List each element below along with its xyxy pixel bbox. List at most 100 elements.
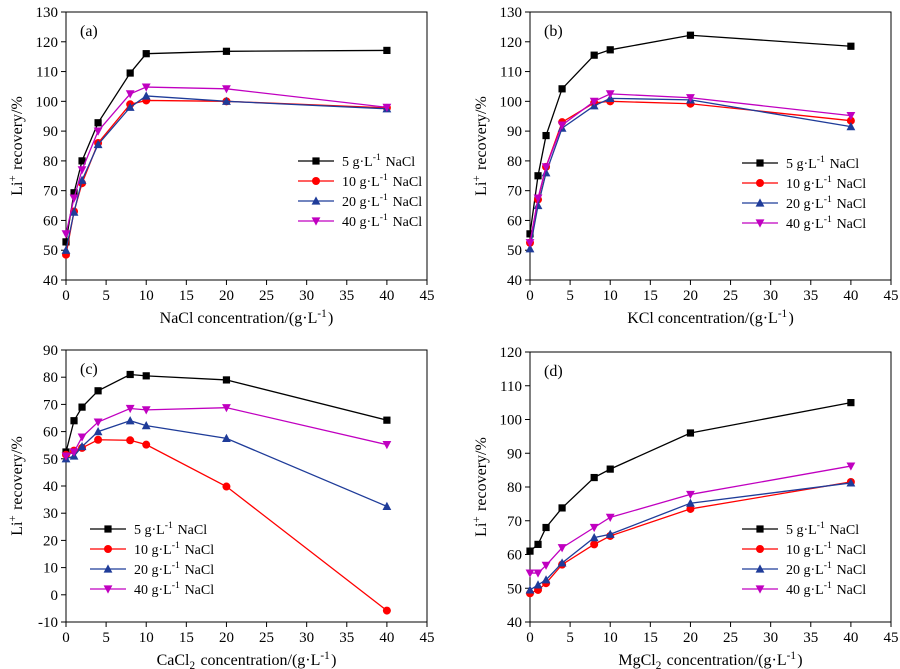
x-axis-label: MgCl2 concentration/(g·L-1 ) (618, 650, 802, 669)
data-point (78, 403, 86, 411)
data-point (382, 606, 391, 615)
x-tick-label: 5 (102, 288, 110, 304)
y-axis-label: Li+ recovery/% (471, 96, 490, 196)
y-tick-label: 60 (43, 425, 58, 441)
data-point (141, 83, 151, 92)
data-point (77, 441, 87, 451)
data-point (686, 429, 695, 437)
y-tick-label: 40 (43, 479, 58, 495)
data-point (525, 569, 535, 578)
legend-label: 5 g·L-1 NaCl (342, 152, 415, 170)
data-point (69, 194, 79, 203)
data-point (542, 523, 550, 532)
data-point (125, 416, 135, 425)
legend-label: 10 g·L-1 NaCl (786, 540, 866, 558)
data-point (141, 406, 151, 415)
legend-label: 5 g·L-1 NaCl (786, 520, 859, 538)
data-point (126, 436, 135, 445)
x-tick-label: 45 (884, 288, 899, 304)
x-tick-label: 10 (603, 630, 618, 646)
data-point (94, 435, 103, 444)
data-point (125, 102, 135, 111)
x-tick-label: 5 (566, 630, 574, 646)
series-line-4 (65, 86, 387, 234)
data-point (125, 404, 135, 414)
legend-label: 40 g·L-1 NaCl (134, 580, 214, 598)
x-tick-label: 0 (526, 630, 534, 646)
x-tick-label: 10 (603, 288, 618, 304)
y-tick-label: 100 (500, 413, 523, 429)
data-point (847, 399, 855, 407)
chart-panel-c: 0 5 10 15 20 25 30 35 40 45-100102030405060708090… (7, 343, 435, 669)
y-tick-label: 50 (43, 452, 58, 468)
data-point (526, 547, 534, 555)
legend-marker (755, 564, 765, 573)
data-point (686, 498, 695, 507)
data-point (222, 85, 231, 94)
y-tick-label: 60 (43, 213, 58, 229)
data-point (383, 46, 391, 55)
x-tick-label: 30 (299, 288, 314, 304)
legend-marker (755, 198, 765, 207)
data-point (222, 404, 231, 413)
y-tick-label: 130 (500, 5, 523, 21)
data-point (846, 462, 856, 471)
x-tick-label: 20 (683, 288, 698, 304)
data-point (94, 387, 102, 395)
x-tick-label: 10 (139, 288, 154, 304)
legend-marker (756, 525, 764, 533)
data-point (382, 501, 392, 510)
data-point (606, 46, 614, 54)
y-tick-label: 120 (36, 35, 59, 51)
x-tick-label: 15 (179, 288, 194, 304)
x-tick-label: 30 (299, 630, 314, 646)
x-tick-label: 20 (683, 630, 698, 646)
data-point (222, 96, 231, 105)
data-point (686, 31, 695, 39)
y-axis-label: Li+ recovery/% (7, 436, 26, 536)
data-point (606, 465, 614, 473)
data-point (222, 47, 231, 55)
data-point (533, 580, 543, 589)
legend-marker (312, 177, 320, 185)
x-tick-label: 30 (763, 288, 778, 304)
data-point (589, 523, 599, 533)
legend-marker (312, 157, 320, 165)
x-tick-label: 15 (643, 630, 658, 646)
x-tick-label: 35 (803, 288, 818, 304)
data-point (590, 540, 599, 549)
data-point (686, 490, 695, 500)
x-axis-label: KCl concentration/(g·L-1 ) (627, 308, 794, 327)
data-point (93, 139, 103, 149)
y-tick-label: 70 (507, 184, 522, 200)
x-tick-label: 40 (843, 630, 858, 646)
data-point (605, 90, 615, 99)
y-tick-label: 100 (36, 94, 59, 110)
legend-label: 10 g·L-1 NaCl (342, 172, 422, 190)
data-point (69, 448, 79, 457)
x-tick-label: 45 (884, 630, 899, 646)
chart-panel-d: 0 5 10 15 20 25 30 35 40 45 40 50 60 70 80 90 100 110 120 (… (471, 345, 899, 669)
x-tick-label: 40 (379, 288, 394, 304)
legend-marker (311, 196, 321, 205)
data-point (557, 544, 567, 553)
legend-label: 20 g·L-1 NaCl (342, 192, 422, 210)
y-tick-label: 60 (507, 213, 522, 229)
legend-marker (104, 545, 112, 553)
panel-label: (c) (80, 361, 98, 378)
series-line-1 (529, 34, 851, 234)
legend-marker (756, 159, 764, 167)
data-point (686, 504, 695, 513)
data-point (126, 69, 134, 77)
y-tick-label: 70 (43, 184, 58, 200)
data-point (605, 529, 615, 538)
y-tick-label: 120 (500, 35, 523, 51)
x-tick-label: 45 (420, 288, 435, 304)
legend-label: 40 g·L-1 NaCl (342, 212, 422, 230)
x-tick-label: 5 (566, 288, 574, 304)
series-line-3 (65, 95, 387, 251)
data-point (541, 163, 551, 172)
x-tick-label: 15 (643, 288, 658, 304)
data-point (589, 97, 599, 106)
